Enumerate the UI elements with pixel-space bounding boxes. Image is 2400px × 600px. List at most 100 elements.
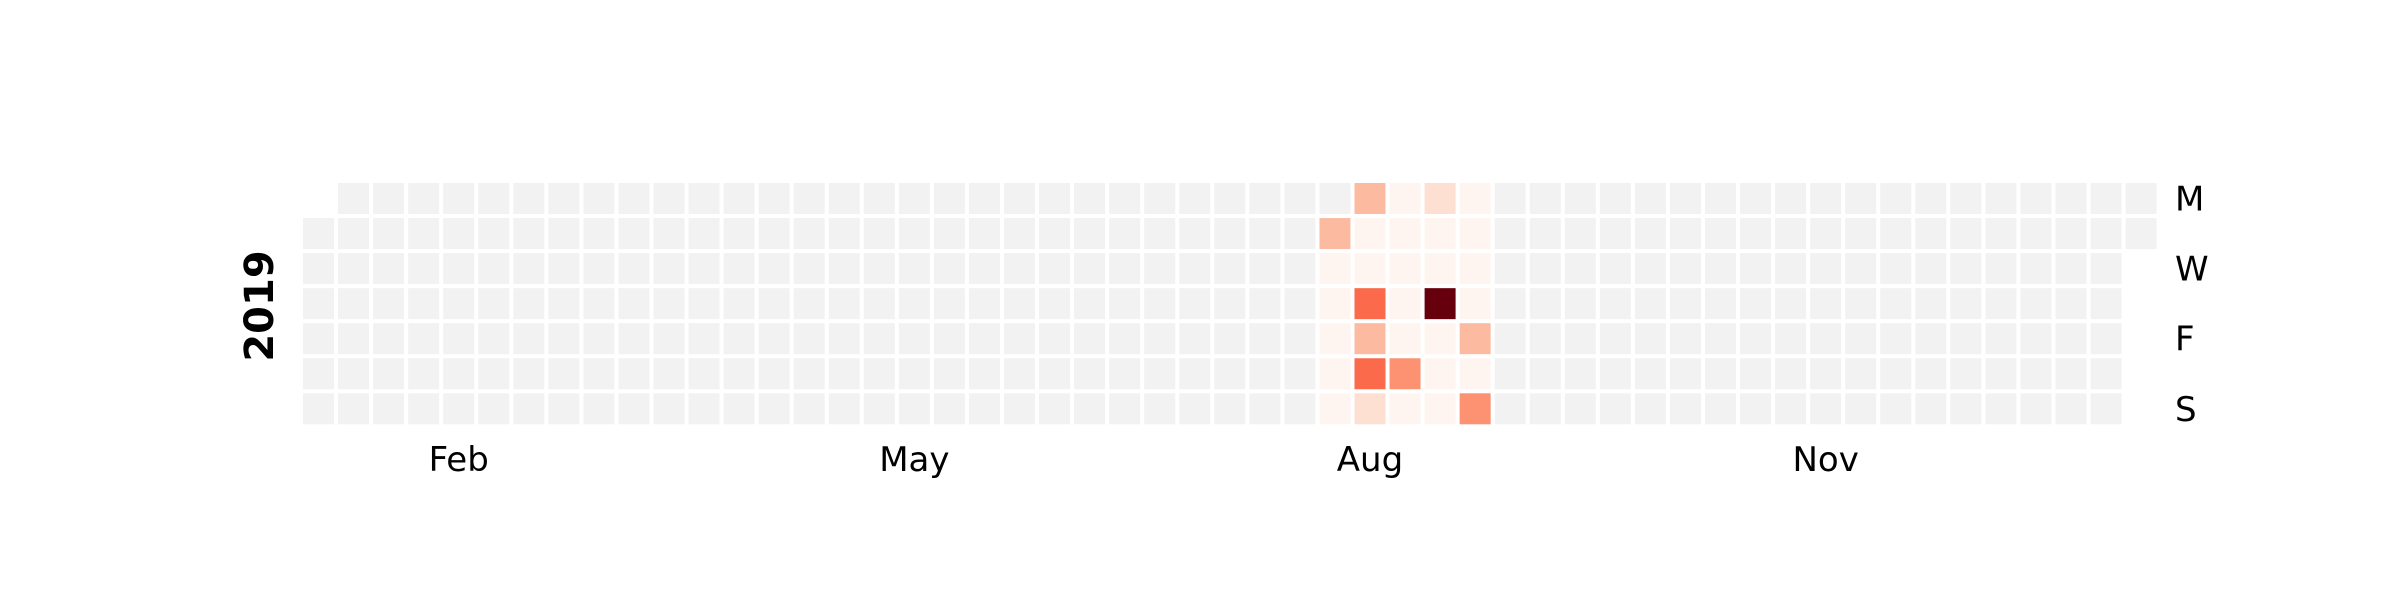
heatmap-cell (688, 323, 720, 355)
heatmap-cell (548, 288, 580, 320)
heatmap-cell (653, 358, 685, 390)
heatmap-cell (1284, 183, 1316, 214)
heatmap-cell (1424, 253, 1456, 285)
heatmap-cell (1179, 393, 1211, 425)
heatmap-cell (1249, 288, 1281, 320)
heatmap-cell (898, 253, 930, 285)
heatmap-cell (513, 218, 545, 250)
heatmap-cell (758, 393, 790, 425)
heatmap-cell (1775, 218, 1807, 250)
heatmap-cell (793, 218, 825, 250)
heatmap-cell (1459, 358, 1491, 390)
heatmap-cell (443, 253, 475, 285)
heatmap-cell (828, 358, 860, 390)
month-label: Feb (429, 440, 489, 480)
heatmap-cell (1074, 288, 1106, 320)
heatmap-cell (1564, 358, 1596, 390)
heatmap-cell (1389, 183, 1421, 214)
heatmap-cell (723, 358, 755, 390)
heatmap-cell (1669, 253, 1701, 285)
heatmap-cell (863, 393, 895, 425)
heatmap-cell (1319, 183, 1351, 214)
heatmap-cell (1705, 253, 1736, 285)
heatmap-cell (1249, 253, 1281, 285)
heatmap-cell (688, 358, 720, 390)
heatmap-cell (478, 253, 510, 285)
heatmap-cell (548, 358, 580, 390)
heatmap-cell (1810, 183, 1842, 214)
heatmap-cell (1880, 323, 1912, 355)
heatmap-cell (443, 393, 475, 425)
heatmap-cell (1845, 358, 1877, 390)
heatmap-cell (1880, 393, 1912, 425)
heatmap-cell (1284, 253, 1316, 285)
heatmap-cell (1880, 288, 1912, 320)
heatmap-cell (1915, 253, 1947, 285)
heatmap-cell (1669, 218, 1701, 250)
heatmap-cell (968, 358, 1000, 390)
heatmap-cell (548, 253, 580, 285)
heatmap-cell (1845, 183, 1877, 214)
heatmap-cell (1634, 218, 1666, 250)
heatmap-cell (933, 323, 965, 355)
weekday-label: W (2175, 250, 2209, 290)
heatmap-cell (408, 323, 440, 355)
heatmap-cell (1004, 323, 1035, 355)
heatmap-cell (513, 288, 545, 320)
heatmap-cell (303, 358, 334, 390)
heatmap-cell (1214, 358, 1246, 390)
heatmap-cell (1529, 183, 1561, 214)
heatmap-cell (1845, 288, 1877, 320)
heatmap-cell (1880, 358, 1912, 390)
heatmap-cell (1389, 323, 1421, 355)
heatmap-cell (1810, 358, 1842, 390)
heatmap-cell (1564, 393, 1596, 425)
heatmap-cell (583, 393, 615, 425)
heatmap-cell (863, 288, 895, 320)
heatmap-cell (898, 288, 930, 320)
heatmap-cell (1985, 183, 2017, 214)
heatmap-cell (1319, 218, 1351, 250)
heatmap-cell (1494, 288, 1526, 320)
heatmap-cell (968, 288, 1000, 320)
heatmap-cell (1669, 358, 1701, 390)
heatmap-cell (653, 218, 685, 250)
heatmap-cell (408, 358, 440, 390)
heatmap-cell (1634, 288, 1666, 320)
heatmap-cell (688, 183, 720, 214)
heatmap-cell (618, 358, 650, 390)
heatmap-cell (1985, 323, 2017, 355)
heatmap-cell (618, 218, 650, 250)
heatmap-cell (1354, 218, 1386, 250)
heatmap-cell (653, 323, 685, 355)
heatmap-cell (1775, 393, 1807, 425)
heatmap-cell (583, 323, 615, 355)
heatmap-cell (1634, 358, 1666, 390)
heatmap-cell (1319, 393, 1351, 425)
heatmap-cell (2020, 323, 2052, 355)
heatmap-cell (443, 358, 475, 390)
heatmap-cell (758, 218, 790, 250)
heatmap-cell (1354, 358, 1386, 390)
heatmap-cell (1599, 218, 1631, 250)
heatmap-cell (1915, 218, 1947, 250)
heatmap-cell (1459, 393, 1491, 425)
heatmap-cell (373, 218, 405, 250)
heatmap-cell (1950, 253, 1982, 285)
heatmap-cell (1039, 253, 1071, 285)
heatmap-cell (758, 323, 790, 355)
heatmap-cell (1004, 253, 1035, 285)
heatmap-cell (1705, 288, 1736, 320)
heatmap-cell (408, 218, 440, 250)
heatmap-cell (2090, 323, 2122, 355)
heatmap-cell (1144, 288, 1176, 320)
heatmap-cell (1039, 288, 1071, 320)
heatmap-cell (758, 358, 790, 390)
heatmap-cell (1985, 218, 2017, 250)
heatmap-cell (1249, 323, 1281, 355)
heatmap-cell (1915, 288, 1947, 320)
heatmap-cell (513, 253, 545, 285)
heatmap-cell (1810, 288, 1842, 320)
heatmap-cells (303, 183, 2157, 425)
heatmap-cell (443, 183, 475, 214)
